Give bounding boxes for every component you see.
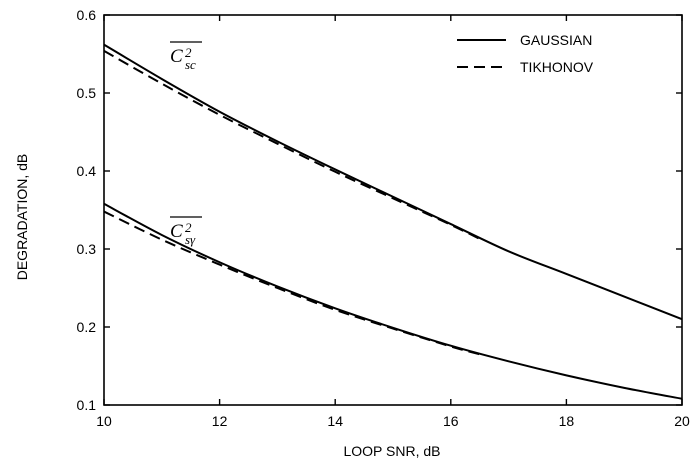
curve-label-upper: C 2 sc bbox=[170, 41, 202, 72]
curve-label-upper-base: C bbox=[170, 46, 183, 67]
series-line-tikhonov-lower bbox=[103, 210, 480, 356]
curve-label-lower: C 2 sγ bbox=[170, 216, 202, 247]
x-tick-label: 16 bbox=[443, 413, 459, 429]
legend: GAUSSIAN TIKHONOV bbox=[457, 32, 594, 75]
curve-label-lower-sub: sγ bbox=[185, 232, 196, 247]
curve-label-lower-base: C bbox=[170, 221, 183, 242]
y-tick-label: 0.2 bbox=[77, 319, 97, 335]
plot-frame bbox=[103, 14, 683, 406]
y-tick-label: 0.1 bbox=[77, 397, 97, 413]
legend-label-tikhonov: TIKHONOV bbox=[520, 59, 594, 75]
y-tick-label: 0.4 bbox=[77, 163, 97, 179]
x-tick-label: 14 bbox=[327, 413, 343, 429]
y-axis-title: DEGRADATION, dB bbox=[14, 154, 30, 281]
series-line-gaussian-upper bbox=[103, 43, 683, 321]
x-axis-title: LOOP SNR, dB bbox=[343, 443, 440, 459]
ticks-layer: 10 12 14 16 18 20 0.1 0.2 0.3 0.4 0.5 0.6 bbox=[77, 7, 690, 429]
x-tick-label: 20 bbox=[674, 413, 690, 429]
y-tick-label: 0.6 bbox=[77, 7, 97, 23]
x-tick-label: 18 bbox=[559, 413, 575, 429]
series-layer bbox=[103, 43, 683, 400]
y-tick-label: 0.5 bbox=[77, 85, 97, 101]
x-tick-label: 12 bbox=[212, 413, 228, 429]
curve-label-upper-sup: 2 bbox=[185, 45, 192, 60]
series-line-tikhonov-upper bbox=[103, 50, 481, 240]
curve-label-upper-sub: sc bbox=[185, 57, 196, 72]
legend-label-gaussian: GAUSSIAN bbox=[520, 32, 592, 48]
y-tick-label: 0.3 bbox=[77, 241, 97, 257]
curve-label-lower-sup: 2 bbox=[185, 220, 192, 235]
x-tick-label: 10 bbox=[96, 413, 112, 429]
